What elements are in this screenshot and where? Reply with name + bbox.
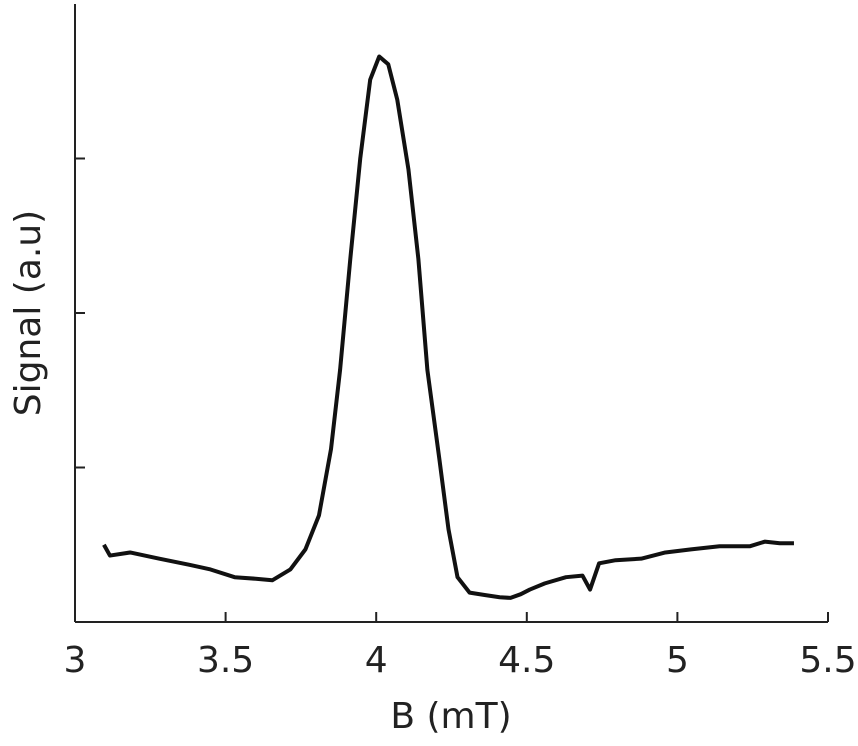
x-tick-label: 4 xyxy=(365,640,388,681)
x-tick-label: 5 xyxy=(666,640,689,681)
data-line xyxy=(102,54,794,600)
x-tick-label: 5.5 xyxy=(799,640,856,681)
x-tick-label: 4.5 xyxy=(498,640,555,681)
y-axis-label: Signal (a.u) xyxy=(8,210,49,416)
x-tick-label: 3.5 xyxy=(197,640,254,681)
x-axis-label: B (mT) xyxy=(390,696,511,737)
x-tick-label: 3 xyxy=(64,640,87,681)
